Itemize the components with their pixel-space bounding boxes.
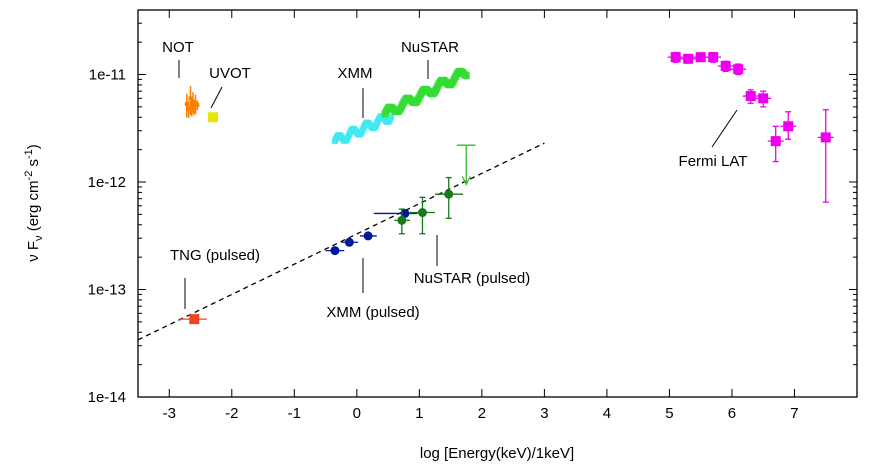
not-point [186,106,191,111]
plot-frame [137,9,858,398]
not-point [184,102,189,107]
not-point [195,103,200,108]
y-axis-label: ν Fν (erg cm-2 s-1) [23,144,45,262]
xmm-pulsed-point [363,231,373,241]
x-tick-label: -3 [163,405,176,422]
fermi-point [758,93,769,104]
nustar-pulsed-point [444,189,454,199]
xmm-pulsed-point [344,237,354,247]
fermi-point [695,52,706,63]
annotation-label-tng: TNG (pulsed) [170,247,260,264]
not-point [192,105,197,110]
annotation-label-nustar: NuSTAR [401,39,459,56]
annotation-label-not: NOT [162,39,194,56]
annotations: NOT UVOT XMM NuSTAR Fermi LAT TNG (pulsed) XMM… [162,39,747,321]
x-tick-label: 1 [415,405,423,422]
annotation-leader [711,109,738,148]
annotation-label-nustar-pulsed: NuSTAR (pulsed) [414,270,530,287]
fermi-point [783,121,794,132]
nustar-point [462,72,470,80]
fermi-point [745,91,756,102]
fermi-point [770,136,781,147]
annotation-label-xmm-pulsed: XMM (pulsed) [326,304,419,321]
xmm-pulsed-point [330,246,340,256]
xmm-pulsed-point [400,208,410,218]
tick-labels: -3 -2 -1 0 1 2 3 4 5 6 7 1e-14 1e-13 1e-12 1e-11 [88,67,799,423]
fermi-point [670,52,681,63]
x-axis-label: log [Energy(keV)/1keV] [420,445,574,462]
fermi-point [708,52,719,63]
x-tick-label: -1 [288,405,301,422]
fermi-point [683,53,694,64]
nustar-pulsed-point [417,208,427,218]
x-tick-label: -2 [225,405,238,422]
annotation-label-uvot: UVOT [209,65,251,82]
upper-limit-arrow [461,176,471,186]
y-tick-label: 1e-12 [88,174,126,191]
not-point [191,99,196,104]
nustar-pulsed-point [397,215,407,225]
y-tick-label: 1e-13 [88,282,126,299]
annotation-label-xmm: XMM [338,65,373,82]
fermi-point [720,60,731,71]
x-tick-label: 0 [353,405,361,422]
not-point [188,96,193,101]
powerlaw-fit [137,142,545,341]
x-tick-label: 7 [790,405,798,422]
x-tick-label: 4 [603,405,611,422]
annotation-label-fermi: Fermi LAT [679,153,748,170]
fermi-point [733,64,744,75]
annotation-leader [210,86,223,109]
tng-point [189,314,200,325]
x-tick-label: 5 [665,405,673,422]
powerlaw-fit-line [137,142,545,341]
y-tick-label: 1e-14 [88,389,126,406]
y-tick-label: 1e-11 [89,67,126,84]
uvot-point [208,112,219,123]
fermi-point [820,132,831,143]
x-tick-label: 6 [728,405,736,422]
xmm-point [388,113,395,120]
x-tick-label: 2 [478,405,486,422]
data-series [178,51,834,325]
x-tick-label: 3 [540,405,548,422]
not-point [189,103,194,108]
